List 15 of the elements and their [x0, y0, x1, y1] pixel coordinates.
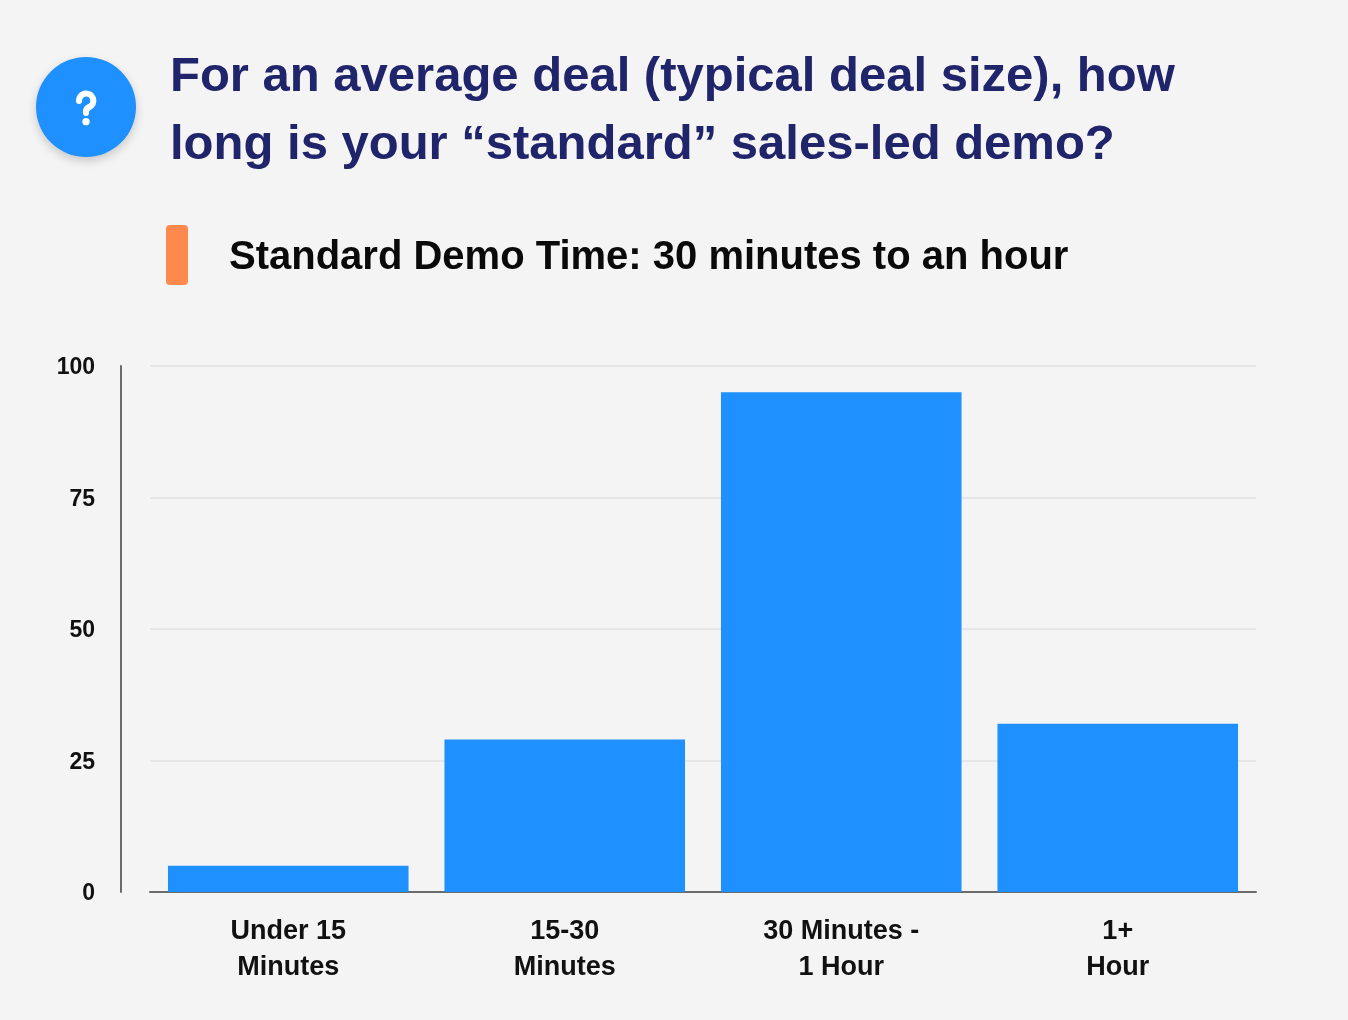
y-tick-label: 25 — [69, 747, 96, 774]
bar — [997, 723, 1239, 892]
x-tick-label: 1+ Hour — [1086, 915, 1150, 981]
y-tick-label: 75 — [69, 484, 96, 511]
y-tick-label: 50 — [69, 616, 95, 642]
y-tick-label: 100 — [56, 353, 95, 379]
bar — [167, 865, 409, 892]
chart-subtitle: Standard Demo Time: 30 minutes to an hour — [229, 232, 1069, 278]
x-tick-label: 15-30 Minutes — [513, 915, 616, 981]
y-tick-label: 0 — [82, 879, 95, 905]
x-tick-label: 30 Minutes - 1 Hour — [763, 915, 920, 981]
x-tick-label: Under 15 Minutes — [230, 915, 347, 981]
chart-title: For an average deal (typical deal size), how long is your “standard” sales-led demo? — [170, 46, 1176, 171]
bar — [720, 392, 962, 892]
bar — [444, 739, 686, 892]
